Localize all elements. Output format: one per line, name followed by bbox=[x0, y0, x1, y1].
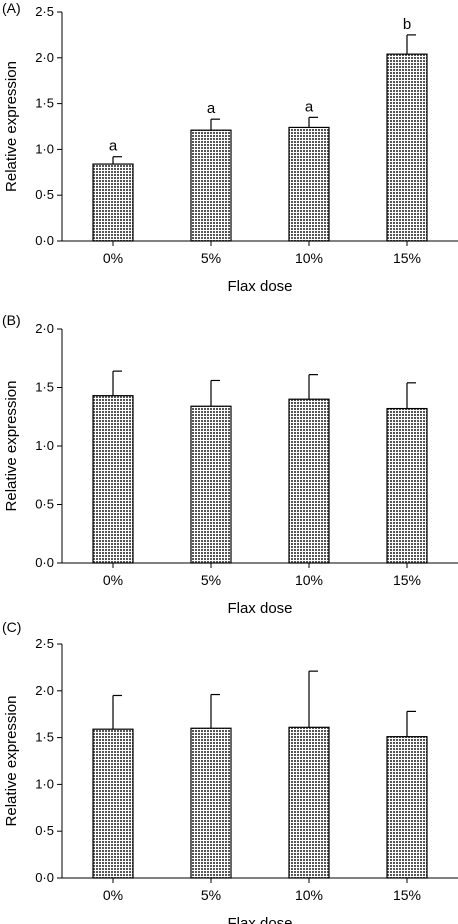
x-tick-label: 10% bbox=[295, 572, 323, 588]
panel-label: (A) bbox=[2, 0, 21, 16]
y-tick-label: 2·5 bbox=[35, 636, 54, 651]
y-tick-label: 1·5 bbox=[35, 96, 54, 111]
significance-letter: b bbox=[403, 16, 411, 33]
bar-chart-b: 0·0 0·5 1·0 1·5 2·0 0% 5% 10% 15% Flax dose Relati… bbox=[3, 321, 458, 617]
bar bbox=[92, 728, 134, 879]
bar bbox=[190, 405, 232, 564]
x-axis-title: Flax dose bbox=[227, 600, 292, 617]
y-axis-title: Relative expression bbox=[3, 381, 20, 512]
x-tick-label: 5% bbox=[201, 250, 221, 266]
y-tick-label: 2·0 bbox=[35, 683, 54, 698]
x-tick-label: 0% bbox=[103, 250, 123, 266]
x-tick-label: 0% bbox=[103, 572, 123, 588]
y-tick-label: 1·0 bbox=[35, 776, 54, 791]
y-tick-label: 2·0 bbox=[35, 50, 54, 65]
bar bbox=[288, 126, 330, 242]
y-tick-label: 1·0 bbox=[35, 438, 54, 453]
bar bbox=[190, 727, 232, 879]
x-tick-label: 5% bbox=[201, 887, 221, 903]
x-axis-title: Flax dose bbox=[227, 278, 292, 295]
y-tick-label: 0·0 bbox=[35, 870, 54, 885]
bar bbox=[386, 53, 428, 242]
y-axis-title: Relative expression bbox=[3, 696, 20, 827]
y-tick-label: 2·0 bbox=[35, 321, 54, 336]
x-tick-label: 15% bbox=[393, 887, 421, 903]
chart-panel-a: (A) 0·0 0·5 1·0 1·5 2·0 2·5 a 0% a 5% a 10% b 15% Flax… bbox=[0, 0, 458, 305]
y-axis-title: Relative expression bbox=[3, 61, 20, 192]
bar bbox=[386, 407, 428, 564]
significance-letter: a bbox=[305, 98, 314, 115]
bar bbox=[386, 736, 428, 879]
x-tick-label: 15% bbox=[393, 250, 421, 266]
bar bbox=[92, 395, 134, 564]
significance-letter: a bbox=[109, 138, 118, 155]
x-tick-label: 5% bbox=[201, 572, 221, 588]
bar-chart-c: 0·0 0·5 1·0 1·5 2·0 2·5 0% 5% 10% 15% Flax dose Rel… bbox=[3, 636, 458, 924]
y-tick-label: 1·5 bbox=[35, 380, 54, 395]
x-tick-label: 0% bbox=[103, 887, 123, 903]
y-tick-label: 0·0 bbox=[35, 233, 54, 248]
panel-label: (C) bbox=[2, 619, 22, 635]
y-tick-label: 0·5 bbox=[35, 497, 54, 512]
bar bbox=[190, 129, 232, 242]
y-tick-label: 0·5 bbox=[35, 187, 54, 202]
y-tick-label: 1·5 bbox=[35, 730, 54, 745]
panel-label: (B) bbox=[2, 312, 21, 328]
x-tick-label: 15% bbox=[393, 572, 421, 588]
x-axis-title: Flax dose bbox=[227, 915, 292, 924]
bar bbox=[92, 163, 134, 242]
chart-panel-b: (B) 0·0 0·5 1·0 1·5 2·0 0% 5% 10% 15% Flax dose Re… bbox=[0, 312, 458, 617]
y-tick-label: 0·5 bbox=[35, 823, 54, 838]
x-tick-label: 10% bbox=[295, 887, 323, 903]
bar bbox=[288, 726, 330, 879]
chart-panel-c: (C) 0·0 0·5 1·0 1·5 2·0 2·5 0% 5% 10% 15% Flax dos… bbox=[0, 619, 458, 924]
significance-letter: a bbox=[207, 100, 216, 117]
bar bbox=[288, 398, 330, 564]
y-tick-label: 1·0 bbox=[35, 141, 54, 156]
y-tick-label: 0·0 bbox=[35, 555, 54, 570]
x-tick-label: 10% bbox=[295, 250, 323, 266]
y-tick-label: 2·5 bbox=[35, 4, 54, 19]
bar-chart-a: 0·0 0·5 1·0 1·5 2·0 2·5 a 0% a 5% a 10% b 15% Flax dos… bbox=[3, 4, 458, 295]
